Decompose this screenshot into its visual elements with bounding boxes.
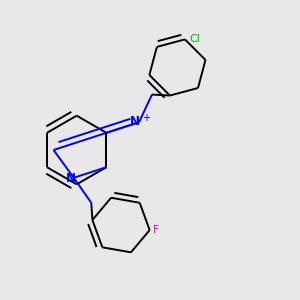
- Text: F: F: [153, 225, 159, 235]
- Text: +: +: [142, 113, 150, 123]
- Text: Cl: Cl: [189, 34, 200, 44]
- Text: N: N: [65, 172, 76, 185]
- Text: N: N: [130, 115, 140, 128]
